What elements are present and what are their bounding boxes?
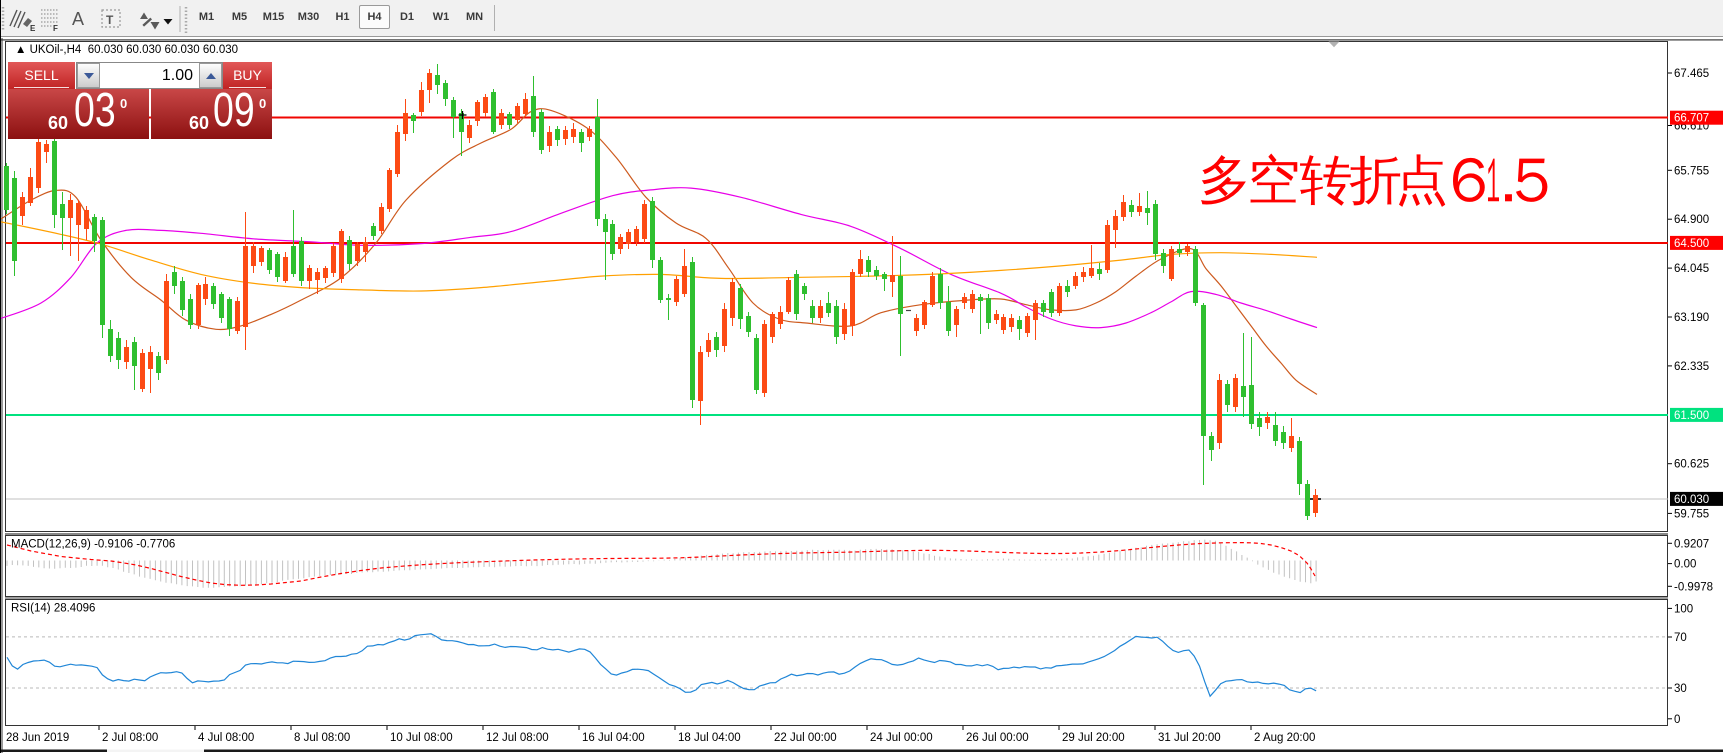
- svg-text:F: F: [53, 24, 58, 33]
- svg-text:66.707: 66.707: [1674, 113, 1709, 125]
- svg-text:MACD(12,26,9) -0.9106 -0.7706: MACD(12,26,9) -0.9106 -0.7706: [11, 539, 175, 551]
- svg-text:67.465: 67.465: [1674, 68, 1709, 80]
- svg-text:E: E: [30, 24, 36, 33]
- svg-text:0: 0: [1674, 714, 1680, 726]
- svg-text:A: A: [72, 9, 84, 29]
- svg-text:24 Jul 00:00: 24 Jul 00:00: [870, 732, 933, 744]
- svg-text:100: 100: [1674, 603, 1693, 615]
- svg-text:70: 70: [1674, 632, 1687, 644]
- svg-text:64.045: 64.045: [1674, 263, 1709, 275]
- svg-text:26 Jul 00:00: 26 Jul 00:00: [966, 732, 1029, 744]
- svg-text:30: 30: [1674, 683, 1687, 695]
- svg-text:2 Aug 20:00: 2 Aug 20:00: [1254, 732, 1315, 744]
- svg-text:64.900: 64.900: [1674, 214, 1709, 226]
- svg-text:28 Jun 2019: 28 Jun 2019: [6, 732, 69, 744]
- svg-text:16 Jul 04:00: 16 Jul 04:00: [582, 732, 645, 744]
- svg-text:62.335: 62.335: [1674, 361, 1709, 373]
- svg-text:18 Jul 04:00: 18 Jul 04:00: [678, 732, 741, 744]
- svg-text:60.030: 60.030: [1674, 494, 1709, 506]
- svg-text:22 Jul 00:00: 22 Jul 00:00: [774, 732, 837, 744]
- svg-text:8 Jul 08:00: 8 Jul 08:00: [294, 732, 350, 744]
- svg-text:65.755: 65.755: [1674, 165, 1709, 177]
- svg-text:RSI(14) 28.4096: RSI(14) 28.4096: [11, 603, 95, 615]
- svg-text:64.500: 64.500: [1674, 238, 1709, 250]
- svg-text:29 Jul 20:00: 29 Jul 20:00: [1062, 732, 1125, 744]
- svg-text:2 Jul 08:00: 2 Jul 08:00: [102, 732, 158, 744]
- svg-text:10 Jul 08:00: 10 Jul 08:00: [390, 732, 453, 744]
- svg-text:63.190: 63.190: [1674, 312, 1709, 324]
- svg-text:T: T: [106, 13, 114, 27]
- svg-text:-0.9978: -0.9978: [1674, 581, 1713, 593]
- svg-text:31 Jul 20:00: 31 Jul 20:00: [1158, 732, 1221, 744]
- svg-text:60.625: 60.625: [1674, 459, 1709, 471]
- svg-text:0.00: 0.00: [1674, 559, 1696, 571]
- svg-text:61.500: 61.500: [1674, 410, 1709, 422]
- svg-text:4 Jul 08:00: 4 Jul 08:00: [198, 732, 254, 744]
- svg-text:▲ UKOil-,H4 60.030 60.030 60.: ▲ UKOil-,H4 60.030 60.030 60.030 60.030: [15, 44, 238, 56]
- svg-text:59.755: 59.755: [1674, 508, 1709, 520]
- svg-text:0.9207: 0.9207: [1674, 538, 1709, 550]
- svg-text:12 Jul 08:00: 12 Jul 08:00: [486, 732, 549, 744]
